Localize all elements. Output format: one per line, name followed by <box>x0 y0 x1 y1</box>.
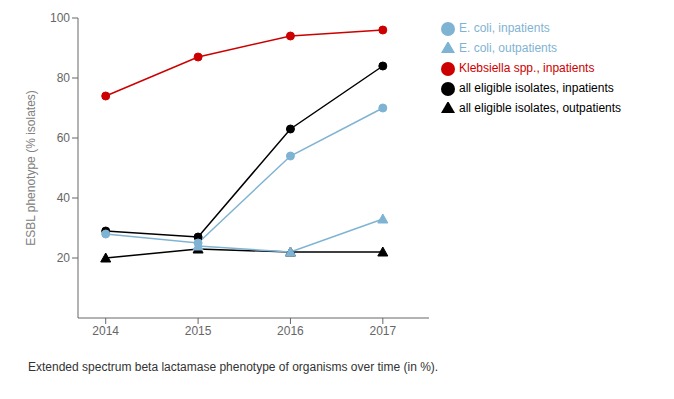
svg-text:80: 80 <box>57 71 71 85</box>
svg-text:60: 60 <box>57 131 71 145</box>
svg-text:2014: 2014 <box>92 324 119 338</box>
html-text:all eligible isolates, inpatie: all eligible isolates, inpatients <box>459 81 614 95</box>
html-text:Klebsiella spp., inpatients: Klebsiella spp., inpatients <box>459 61 595 75</box>
svg-text:40: 40 <box>57 191 71 205</box>
svg-text:ESBL phenotype (% isolates): ESBL phenotype (% isolates) <box>24 90 38 246</box>
svg-text:2015: 2015 <box>185 324 212 338</box>
html-text:Extended spectrum beta lactama: Extended spectrum beta lactamase phenoty… <box>28 360 439 374</box>
svg-text:2017: 2017 <box>369 324 396 338</box>
svg-text:2016: 2016 <box>277 324 304 338</box>
svg-text:100: 100 <box>50 11 70 25</box>
html-text:E. coli, outpatients: E. coli, outpatients <box>459 41 558 55</box>
html-text:E. coli, inpatients: E. coli, inpatients <box>459 21 550 35</box>
html-text:all eligible isolates, outpati: all eligible isolates, outpatients <box>459 101 622 115</box>
svg-text:20: 20 <box>57 251 71 265</box>
